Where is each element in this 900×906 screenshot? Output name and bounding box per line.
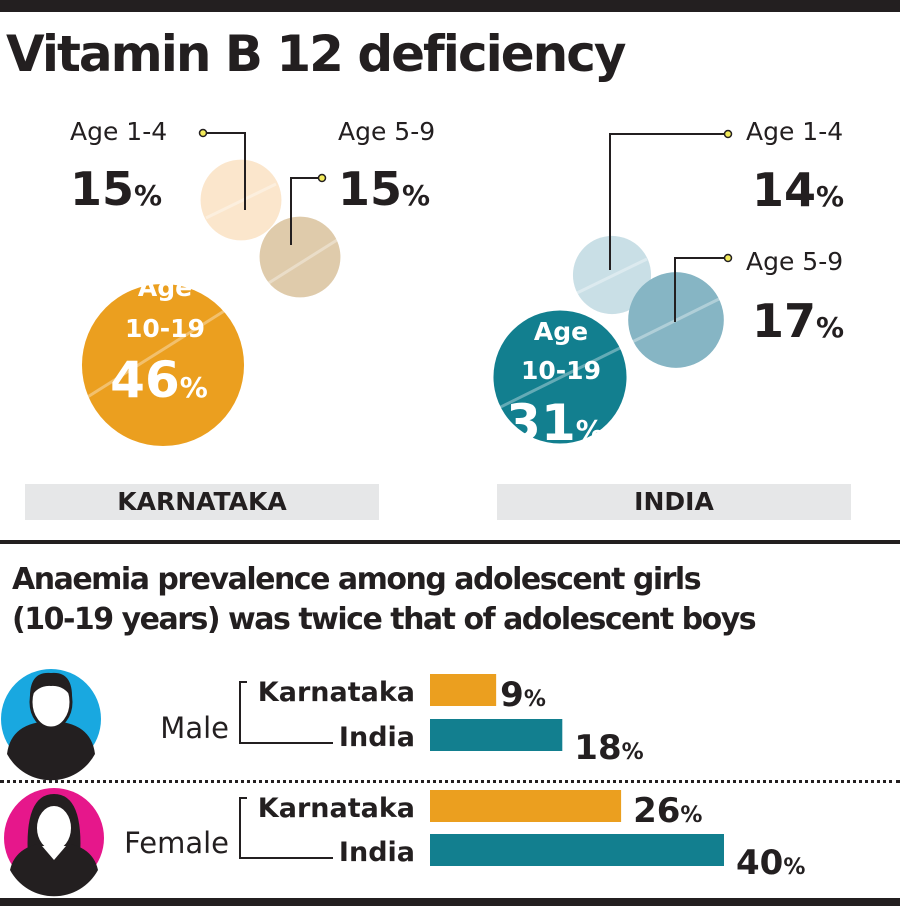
bar-value-label: 18% [574,728,643,768]
bar-value-label: 40% [736,843,805,883]
inner-age-range: 10-19 [521,356,601,385]
percent-sign: % [576,414,604,447]
value-label: 15% [338,162,430,216]
region-band-karnataka: KARNATAKA [25,484,379,520]
dotted-separator [0,780,900,783]
bubble-panel-karnataka: Age 1-4 15% Age 5-9 15% Age 10-19 46% [42,117,435,447]
percent-sign: % [816,311,844,344]
leader-line [609,133,728,270]
percent-sign: % [402,179,430,212]
section-divider [0,540,900,544]
value-number: 18 [574,728,621,768]
value-label: 15% [70,162,162,216]
bubble-chart: Age 1-4 15% Age 5-9 15% Age 10-19 46% Age 1-4 14… [42,117,845,452]
percent-sign: % [180,371,208,404]
inner-age-range: 10-19 [125,314,205,343]
bubble-age-1-4 [572,235,652,315]
value-number: 15 [338,162,402,216]
inner-value-label: 46% [110,351,208,409]
value-label: 14% [752,163,844,217]
value-number: 46 [110,351,180,409]
inner-value-label: 31% [506,394,604,452]
bar-karnataka [430,674,497,706]
female-avatar-icon [4,788,104,897]
body-shape [10,842,98,897]
leader-dot [317,173,327,183]
top-rule [0,0,900,12]
bubble-age-10-19 [493,310,627,444]
inner-age-label: Age [138,273,192,302]
age-label: Age 5-9 [338,117,435,146]
chart-title: Vitamin B 12 deficiency [6,25,626,83]
series-label: India [339,837,415,868]
percent-sign: % [783,855,805,880]
leader-dot [198,128,208,138]
leader-line [674,257,728,322]
percent-sign: % [816,180,844,213]
percent-sign: % [680,803,702,828]
bracket-line [239,681,333,744]
face-shape [37,806,71,850]
bubble-panel-india: Age 1-4 14% Age 5-9 17% Age 10-19 31% [439,117,844,452]
bubble-age-10-19 [81,283,245,447]
hair-shape [29,672,73,699]
percent-sign: % [134,179,162,212]
value-number: 26 [633,791,680,831]
value-number: 9 [500,675,524,715]
collar-shape [42,846,66,860]
bar-karnataka [430,790,622,822]
bracket-line [239,797,333,859]
subtitle-line-1: Anaemia prevalence among adolescent girl… [12,562,702,597]
bottom-rule [0,898,900,906]
age-label: Age 5-9 [746,247,843,276]
category-label: Male [160,711,229,745]
bar-value-label: 26% [633,791,702,831]
value-number: 31 [506,394,576,452]
leader-dot [723,129,733,139]
percent-sign: % [622,740,644,765]
region-band-india: INDIA [497,484,851,520]
series-label: India [339,722,415,753]
percent-sign: % [524,687,546,712]
bar-group-male: Male Karnataka 9% India 18% [1,669,644,781]
bubble-age-5-9 [259,216,341,298]
bar-india [430,719,563,751]
subtitle-line-2: (10-19 years) was twice that of adolesce… [12,602,757,637]
male-avatar-icon [1,669,101,781]
age-label: Age 1-4 [746,117,843,146]
age-label: Age 1-4 [70,117,167,146]
bar-india [430,834,724,866]
bar-value-label: 9% [500,675,546,715]
leader-line [290,177,322,245]
series-label: Karnataka [258,677,415,708]
body-shape [7,721,95,781]
subtitle: Anaemia prevalence among adolescent girl… [12,560,757,640]
value-label: 17% [752,294,844,348]
leader-line [203,132,246,210]
value-number: 15 [70,162,134,216]
highlight-line [42,233,346,427]
value-number: 17 [752,294,816,348]
highlight-line [576,257,648,295]
inner-age-label: Age [534,317,588,346]
highlight-line [205,182,277,220]
bubble-age-1-4 [200,159,282,241]
value-number: 14 [752,163,816,217]
leader-dot [723,253,733,263]
series-label: Karnataka [258,793,415,824]
value-number: 40 [736,843,783,883]
category-label: Female [124,826,229,860]
bar-group-female: Female Karnataka 26% India 40% [4,788,805,897]
